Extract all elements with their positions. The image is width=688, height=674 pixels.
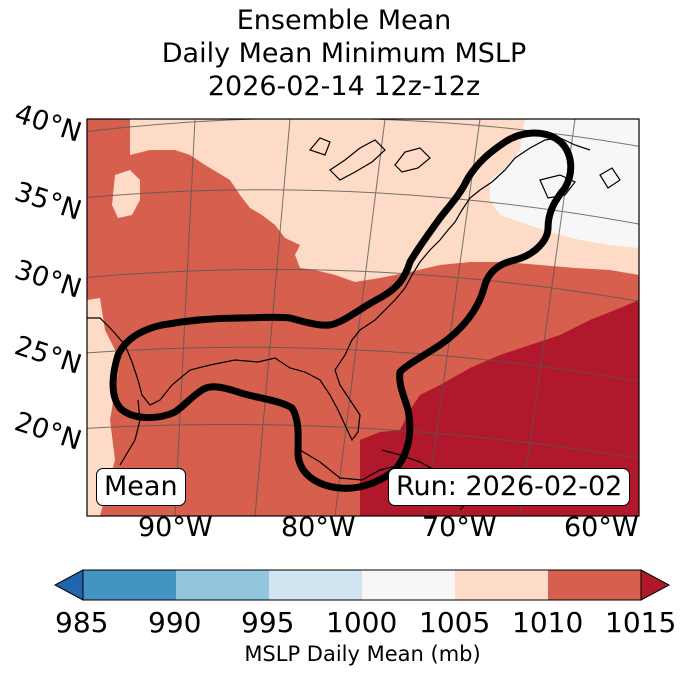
map-frame xyxy=(86,118,640,517)
colorbar-segment xyxy=(362,570,456,600)
colorbar-extend-low xyxy=(53,569,84,601)
run-date-box: Run: 2026-02-02 xyxy=(388,468,631,506)
colorbar-tick-1010: 1010 xyxy=(512,606,584,639)
contour-outline xyxy=(109,129,575,492)
lon-label-60w: 60°W xyxy=(564,512,639,543)
title-line-2: Daily Mean Minimum MSLP xyxy=(161,38,527,69)
lon-label-80w: 80°W xyxy=(281,512,356,543)
colorbar-tick-1000: 1000 xyxy=(326,606,398,639)
colorbar-tick-1015: 1015 xyxy=(605,606,677,639)
colorbar-segment xyxy=(455,570,549,600)
colorbar-label: MSLP Daily Mean (mb) xyxy=(244,642,481,666)
colorbar-segment xyxy=(83,570,177,600)
graticule xyxy=(87,119,639,516)
pressure-field-light-north xyxy=(130,119,639,282)
colorbar-tick-1005: 1005 xyxy=(419,606,491,639)
colorbar-extend-high xyxy=(640,569,671,601)
colorbar-segment xyxy=(269,570,363,600)
lon-label-70w: 70°W xyxy=(422,512,497,543)
title-line-3: 2026-02-14 12z-12z xyxy=(207,71,481,102)
mean-label-box: Mean xyxy=(96,468,186,506)
colorbar-tick-990: 990 xyxy=(148,606,202,639)
colorbar-segment xyxy=(176,570,270,600)
lon-label-90w: 90°W xyxy=(138,512,213,543)
colorbar-tick-995: 995 xyxy=(241,606,295,639)
pressure-field-dark-se xyxy=(360,300,639,516)
colorbar-tick-985: 985 xyxy=(55,606,109,639)
title-line-1: Ensemble Mean xyxy=(236,5,452,36)
colorbar-segment xyxy=(548,570,642,600)
